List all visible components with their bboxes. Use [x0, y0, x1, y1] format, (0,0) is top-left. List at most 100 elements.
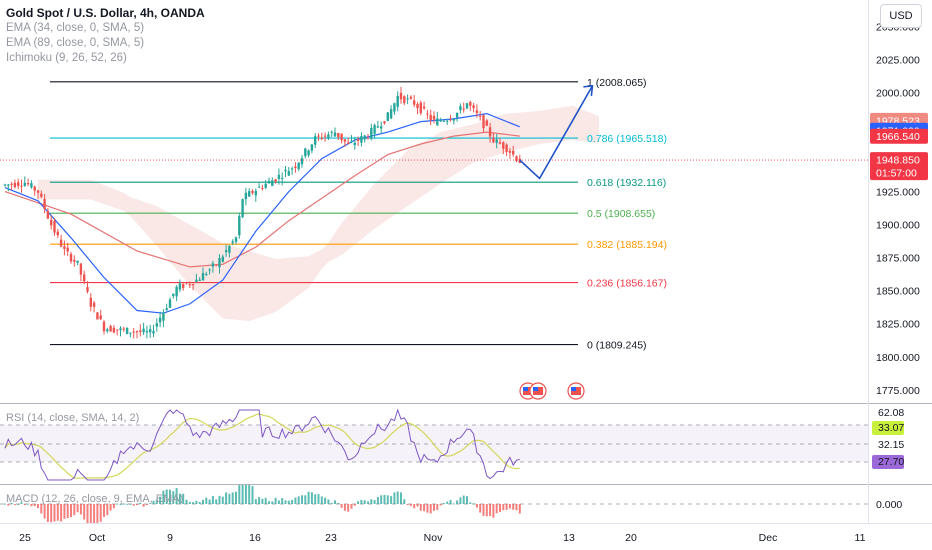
macd-bar: [436, 504, 439, 510]
macd-bar: [518, 504, 521, 514]
candle-body: [218, 258, 221, 268]
candle-body: [89, 297, 92, 307]
us-event-flag-icon[interactable]: [567, 382, 585, 400]
candle-body: [370, 127, 373, 139]
candle-body: [353, 142, 356, 146]
macd-bar: [258, 497, 261, 504]
macd-bar: [155, 499, 158, 504]
candle-body: [33, 186, 36, 191]
candle-body: [215, 264, 218, 266]
candle-body: [142, 328, 145, 333]
ema89-legend[interactable]: EMA (89, close, 0, SMA, 5): [6, 37, 145, 49]
time-axis-tick: Oct: [89, 532, 105, 544]
candle-body: [116, 329, 119, 331]
candle-body: [20, 185, 23, 187]
candle-body: [66, 247, 69, 252]
rsi-band: [0, 425, 868, 462]
candle-body: [30, 183, 33, 188]
rsi-ma-line[interactable]: [4, 413, 520, 479]
macd-bar: [79, 504, 82, 515]
candle-body: [426, 113, 429, 115]
ema34-legend[interactable]: EMA (34, close, 0, SMA, 5): [6, 22, 145, 34]
macd-bar: [472, 503, 475, 505]
candle-body: [208, 269, 211, 271]
candle-body: [287, 171, 290, 176]
candle-body: [343, 139, 347, 142]
rsi-axis-tick: 33.07: [878, 422, 904, 434]
macd-bar: [502, 504, 505, 511]
macd-bar: [73, 504, 76, 516]
macd-bar: [423, 504, 426, 512]
candle-body: [195, 279, 198, 282]
candle-body: [360, 135, 363, 143]
candle-body: [310, 144, 314, 151]
macd-bar: [310, 492, 313, 504]
macd-bar: [485, 504, 488, 517]
macd-bar: [340, 504, 343, 508]
candle-body: [455, 112, 459, 118]
macd-bar: [33, 504, 36, 507]
candle-body: [79, 263, 83, 275]
time-axis-tick: 13: [563, 532, 575, 544]
rsi-legend[interactable]: RSI (14, close, SMA, 14, 2): [6, 412, 140, 424]
macd-bar: [132, 504, 135, 506]
macd-bar: [271, 501, 274, 504]
ema34-line[interactable]: [4, 112, 521, 314]
time-axis-tick: Dec: [759, 532, 778, 544]
macd-bar: [60, 504, 63, 522]
candle-body: [442, 120, 446, 122]
price-axis-tick: 1875.000: [876, 253, 920, 265]
macd-bar: [314, 494, 317, 504]
macd-bar: [37, 504, 39, 509]
rsi-axis-tick: 62.08: [878, 407, 904, 419]
candle-body: [224, 250, 228, 253]
macd-bar: [466, 496, 468, 504]
macd-bar: [30, 504, 33, 507]
macd-bar: [63, 504, 66, 519]
ema89-line[interactable]: [4, 131, 520, 268]
macd-bar: [403, 499, 406, 504]
candle-body: [304, 148, 307, 157]
macd-bar: [350, 504, 353, 509]
projection-path[interactable]: [519, 85, 594, 180]
rsi-line[interactable]: [4, 408, 520, 481]
candle-body: [465, 103, 469, 109]
macd-bar: [353, 504, 356, 506]
macd-legend[interactable]: MACD (12, 26, close, 9, EMA, EMA): [6, 493, 184, 505]
ichimoku-legend[interactable]: Ichimoku (9, 26, 52, 26): [6, 52, 127, 64]
candle-body: [172, 293, 175, 297]
macd-bar: [301, 495, 303, 504]
candle-body: [317, 135, 320, 137]
candle-body: [393, 103, 396, 112]
us-event-flag-icon[interactable]: [529, 382, 547, 400]
price-axis-tick: 1800.000: [876, 352, 920, 364]
candle-body: [333, 132, 337, 137]
macd-bar: [426, 504, 429, 513]
macd-bar: [142, 504, 145, 507]
candle-body: [10, 183, 13, 185]
candle-body: [69, 253, 73, 262]
candle-body: [508, 151, 512, 153]
candle-body: [383, 121, 386, 124]
macd-bar: [499, 504, 501, 512]
macd-bar: [205, 497, 208, 504]
candle-body: [452, 118, 455, 121]
macd-bar: [241, 485, 244, 504]
candle-body: [485, 120, 488, 126]
rsi-value-badge: [872, 421, 904, 435]
candle-body: [99, 315, 102, 320]
candle-body: [228, 245, 231, 253]
macd-bar: [357, 501, 360, 504]
candle-body: [416, 103, 419, 109]
macd-bar: [330, 502, 333, 504]
macd-bar: [145, 504, 148, 505]
candle-body: [376, 126, 380, 128]
currency-button[interactable]: USD: [880, 4, 922, 28]
candle-body: [330, 131, 333, 133]
candle-body: [492, 137, 495, 143]
macd-bar: [13, 504, 16, 505]
candle-body: [399, 92, 403, 100]
macd-bar: [103, 504, 105, 517]
candle-body: [191, 284, 195, 286]
